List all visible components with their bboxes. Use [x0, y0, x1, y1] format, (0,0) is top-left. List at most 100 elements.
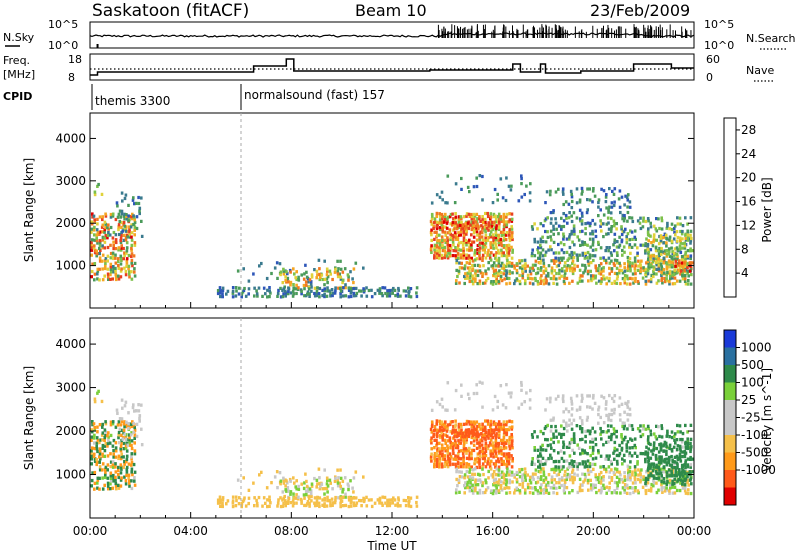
power-cell: [101, 238, 105, 242]
power-cell: [683, 261, 686, 265]
velocity-cell: [673, 434, 676, 439]
power-cell: [472, 240, 476, 244]
velocity-cell: [580, 419, 584, 423]
velocity-cell: [508, 435, 512, 440]
power-cell: [573, 243, 576, 247]
power-cell: [457, 233, 461, 237]
velocity-cell: [333, 501, 337, 505]
velocity-cell: [497, 420, 501, 424]
velocity-cell: [534, 472, 537, 476]
velocity-cell: [457, 422, 461, 427]
power-cell: [120, 225, 123, 229]
power-cell: [460, 261, 463, 265]
velocity-cell: [628, 451, 632, 455]
velocity-cell: [492, 422, 496, 426]
velocity-cell: [610, 491, 614, 495]
velocity-cell: [675, 461, 679, 465]
velocity-cell: [581, 422, 584, 426]
power-cell: [515, 271, 519, 275]
power-cell: [610, 216, 613, 221]
power-cell: [473, 263, 477, 267]
power-cell: [605, 246, 609, 250]
velocity-cell: [566, 429, 569, 433]
velocity-cell: [597, 480, 601, 484]
velocity-cell: [118, 427, 122, 431]
power-cell: [386, 291, 390, 295]
velocity-cell: [460, 425, 463, 429]
velocity-cell: [602, 478, 605, 482]
velocity-cell: [668, 458, 671, 462]
velocity-cell: [657, 488, 660, 492]
power-cell: [605, 282, 608, 286]
power-cell: [460, 240, 463, 245]
power-cell: [629, 251, 632, 255]
power-cell: [686, 263, 689, 267]
velocity-cell: [562, 465, 565, 469]
velocity-cell: [663, 460, 666, 464]
power-cell: [540, 274, 543, 278]
velocity-cell: [316, 495, 319, 499]
power-cell: [90, 275, 93, 279]
power-cell: [475, 238, 479, 242]
power-cell: [665, 249, 668, 253]
velocity-cell: [689, 463, 693, 467]
power-cell: [555, 282, 559, 286]
velocity-cell: [122, 422, 126, 426]
velocity-cell: [668, 463, 672, 467]
power-cell: [438, 212, 441, 216]
velocity-cell: [494, 422, 497, 426]
velocity-cell: [683, 489, 687, 493]
power-cell: [130, 277, 134, 281]
power-cell: [352, 281, 355, 285]
velocity-cell: [505, 452, 509, 456]
velocity-cell: [608, 475, 611, 479]
power-cell: [308, 278, 312, 282]
velocity-cell: [448, 422, 452, 427]
date-title: 23/Feb/2009: [590, 1, 690, 20]
velocity-cell: [360, 499, 363, 503]
power-cell: [660, 270, 663, 274]
power-cell: [644, 282, 648, 286]
velocity-cell: [626, 427, 629, 431]
velocity-cell: [492, 483, 495, 487]
velocity-cell: [628, 486, 632, 490]
velocity-cell: [491, 491, 495, 496]
velocity-cell: [487, 429, 490, 433]
velocity-cell: [492, 470, 496, 474]
velocity-cell: [282, 478, 286, 482]
power-cell: [525, 184, 528, 188]
velocity-cell: [650, 449, 653, 453]
velocity-cell: [122, 465, 125, 470]
power-cell: [123, 212, 126, 216]
velocity-cell: [649, 472, 652, 476]
velocity-cell: [380, 501, 384, 505]
power-cell: [489, 241, 492, 245]
velocity-cell: [310, 482, 314, 486]
power-cell: [686, 282, 690, 286]
velocity-cell: [126, 425, 129, 429]
power-cell: [602, 269, 605, 273]
velocity-cell: [669, 486, 672, 490]
power-cell: [318, 277, 322, 282]
power-cell: [495, 224, 498, 228]
power-cell: [226, 289, 230, 293]
velocity-cell: [362, 475, 365, 479]
power-cell: [103, 274, 106, 278]
power-cell: [609, 211, 613, 215]
power-cell: [657, 252, 661, 256]
velocity-cell: [441, 422, 445, 427]
power-cell: [478, 243, 481, 247]
velocity-cell: [438, 454, 441, 458]
power-cell: [365, 286, 368, 290]
velocity-cell: [336, 479, 340, 483]
velocity-cell: [615, 435, 618, 439]
power-cell: [378, 287, 382, 291]
velocity-cell: [487, 444, 490, 448]
power-cell: [332, 291, 335, 295]
power-cell: [499, 274, 503, 278]
power-cell: [625, 274, 629, 278]
power-cell: [289, 283, 292, 287]
velocity-cell: [563, 473, 566, 477]
velocity-cell: [457, 478, 461, 482]
power-cell: [684, 257, 687, 261]
